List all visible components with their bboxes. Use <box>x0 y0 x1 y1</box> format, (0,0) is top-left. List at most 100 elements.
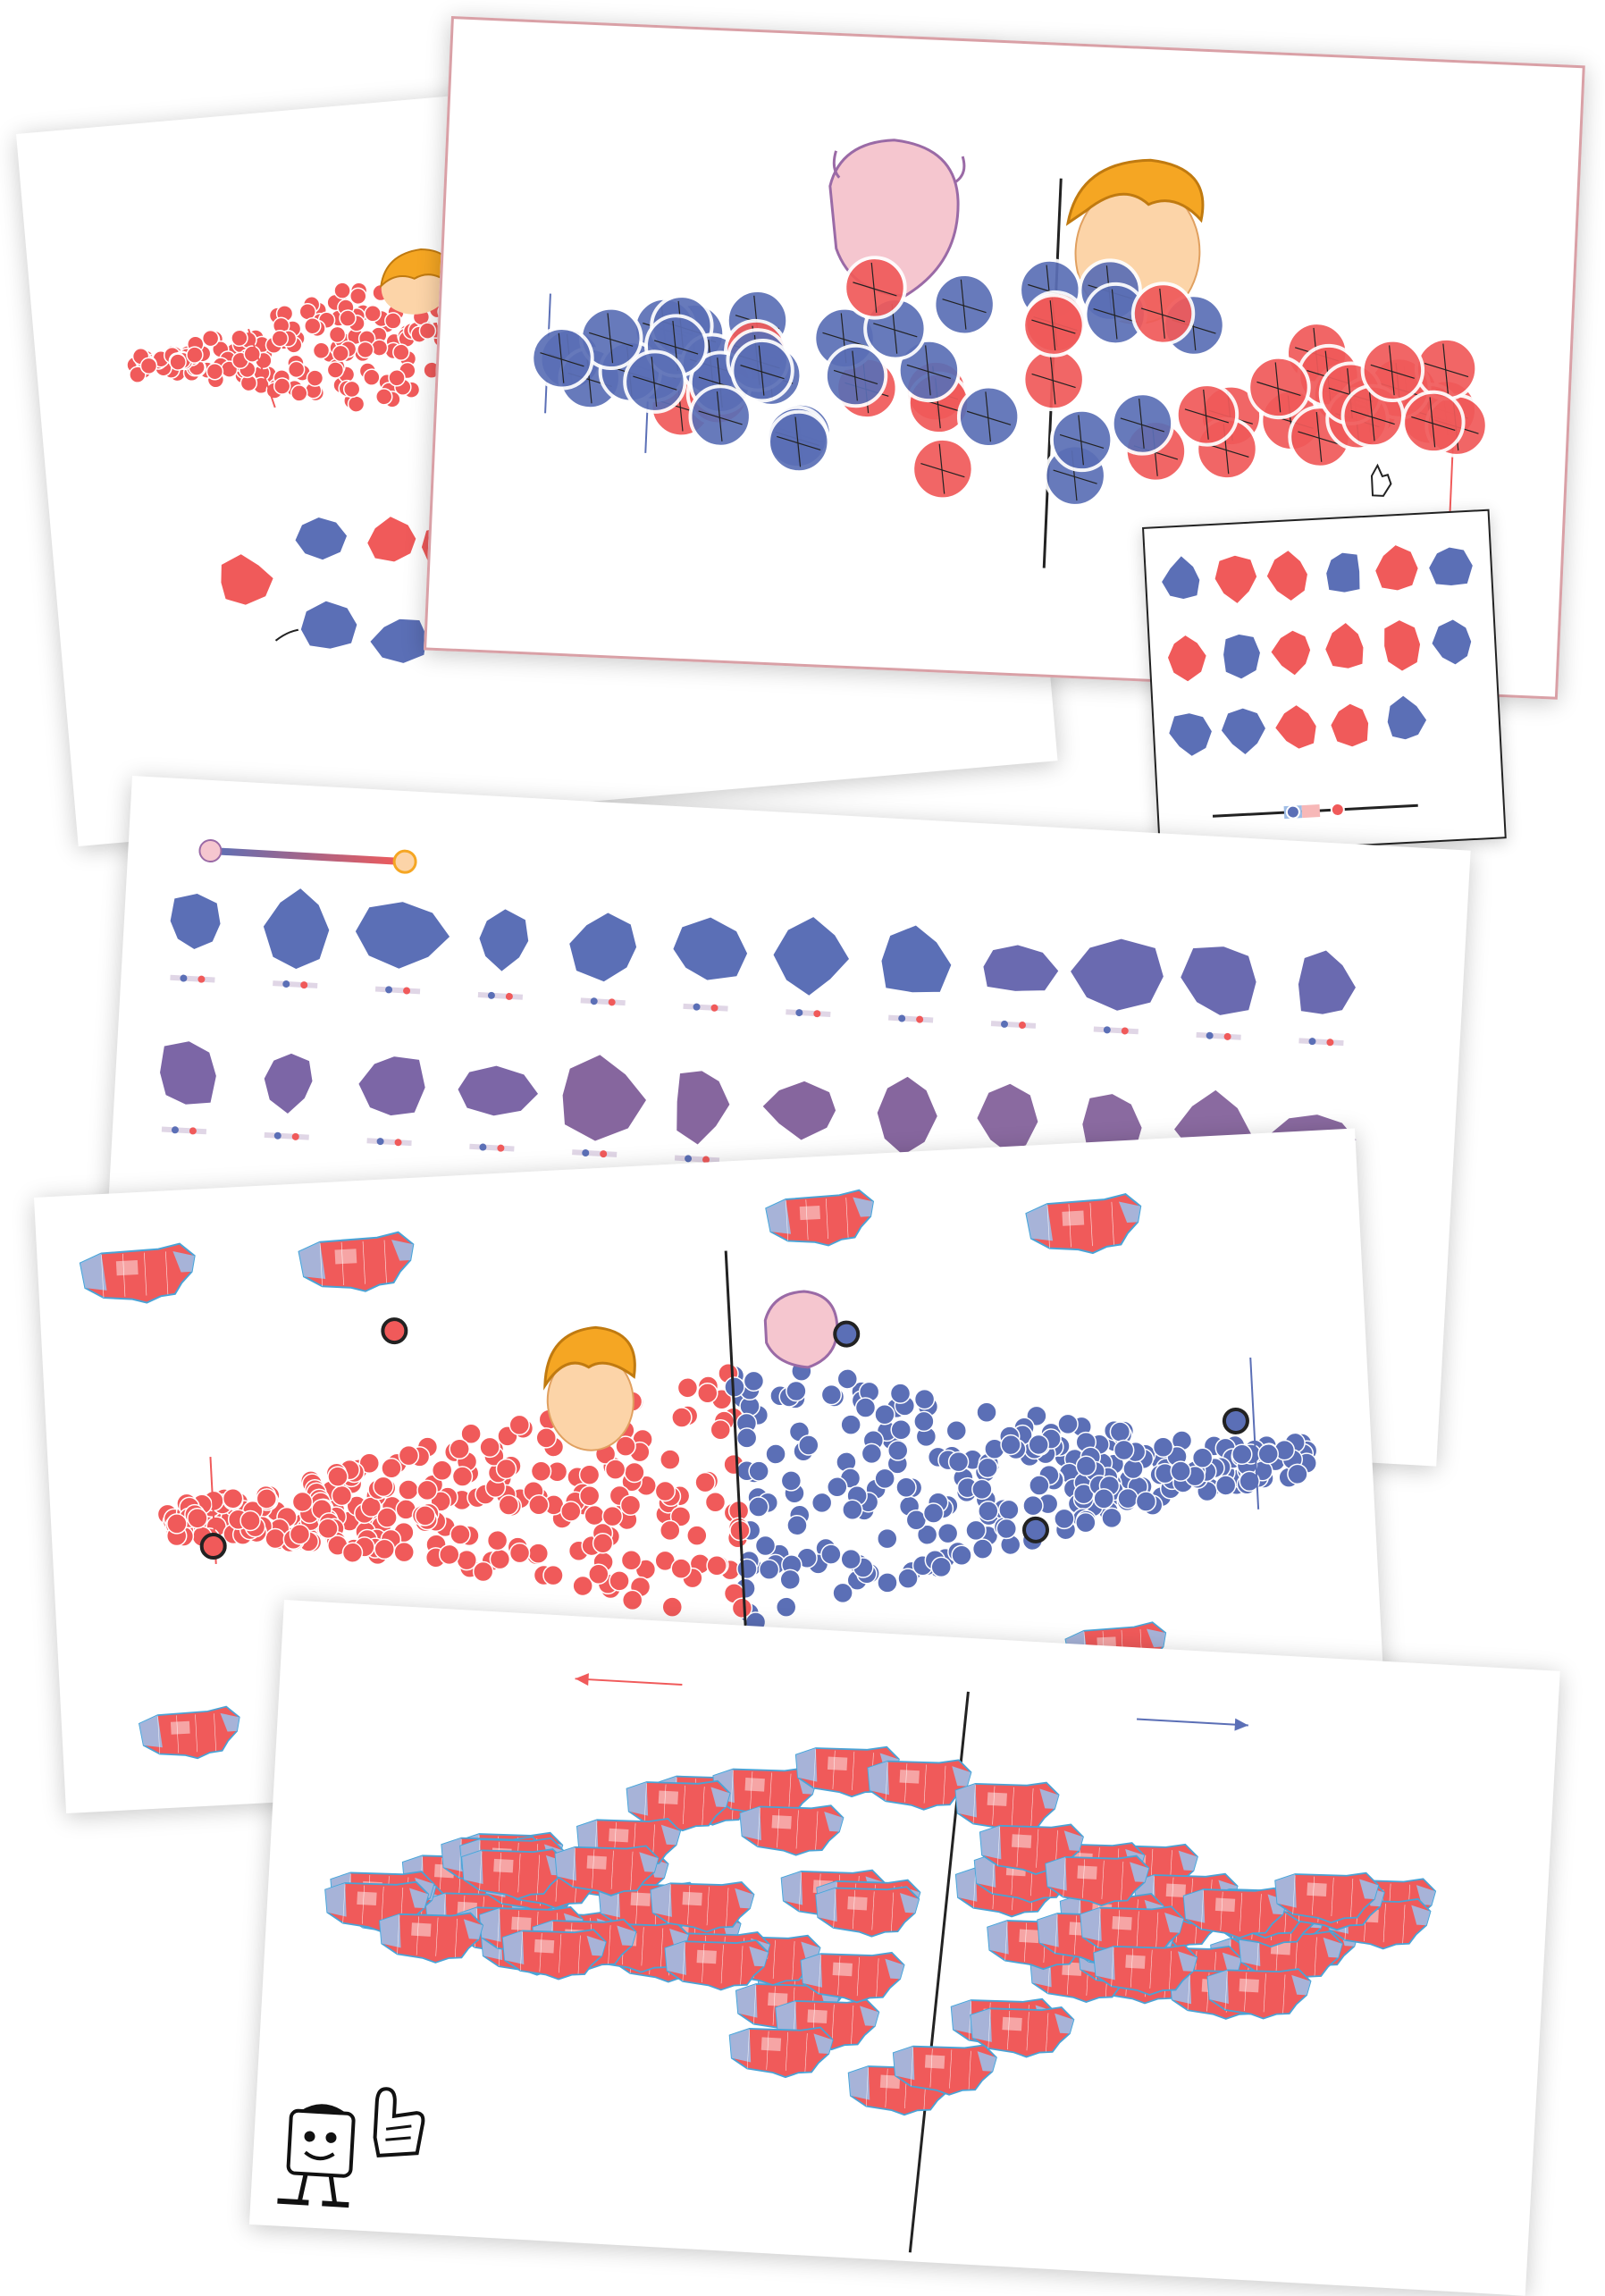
state-circles-graphic <box>530 139 1489 568</box>
tooltip-state-shape <box>1323 550 1363 595</box>
red-dot <box>206 362 224 381</box>
us-map-tile <box>867 1759 972 1811</box>
mini-scale-dot <box>1223 1032 1231 1040</box>
us-map-tile <box>739 1804 845 1856</box>
tooltip-state-shape <box>1384 692 1430 743</box>
mini-scale <box>580 997 626 1006</box>
us-map-tile <box>712 1767 818 1819</box>
state-shape <box>298 598 360 652</box>
foam-finger-icon <box>373 2087 425 2157</box>
swarm-dot <box>1022 1494 1044 1517</box>
swarm-dot <box>840 1414 861 1435</box>
swarm-dot <box>1057 1413 1079 1435</box>
state-shape <box>352 899 454 972</box>
mini-scale-dot <box>600 1150 608 1158</box>
swarm-dot <box>393 1541 415 1563</box>
tooltip-state-shape <box>1221 631 1264 682</box>
swarm-dot <box>890 1419 912 1441</box>
swarm-dot <box>1113 1439 1135 1461</box>
swarm-dot <box>854 1397 877 1418</box>
swarm-dot <box>609 1570 630 1592</box>
state-shape <box>476 905 532 975</box>
state-circle-swarm <box>530 256 1489 508</box>
mascot-map-character-icon <box>277 2104 356 2208</box>
trump-head-small <box>379 248 453 315</box>
state-shape <box>1295 947 1359 1017</box>
state-shape <box>260 885 332 972</box>
panel-dot-swarm-maps <box>34 1128 1388 1814</box>
swarm-dot <box>592 1532 614 1554</box>
red-dot <box>418 322 437 340</box>
swarm-dot <box>1170 1460 1191 1482</box>
swarm-dot <box>1028 1434 1049 1456</box>
red-dot <box>384 312 402 330</box>
swarm-dot <box>560 1501 582 1522</box>
mini-scale-dot <box>1308 1038 1316 1046</box>
red-dot <box>312 341 331 360</box>
swarm-dot <box>661 1596 684 1618</box>
state-circle <box>1130 282 1196 346</box>
swarm-dot <box>1093 1488 1114 1510</box>
red-dot <box>273 377 291 395</box>
swarm-dot <box>265 1527 286 1550</box>
state-shape <box>1177 944 1259 1019</box>
swarm-dot <box>998 1499 1020 1521</box>
swarm-dot <box>895 1476 917 1499</box>
swarm-dot <box>1109 1421 1131 1442</box>
state-shape <box>874 1073 941 1159</box>
us-map-tile <box>1274 1871 1380 1924</box>
axis-tick-blue <box>1249 1357 1260 1510</box>
state-shape <box>292 514 350 563</box>
swarm-dot <box>331 1484 353 1507</box>
swarm-dot <box>877 1527 898 1550</box>
tooltip-state-shape <box>1429 617 1475 668</box>
swarm-dot <box>1101 1507 1122 1529</box>
state-shape <box>1067 936 1167 1013</box>
mini-us-map <box>79 1242 196 1304</box>
mini-scale <box>683 1003 728 1012</box>
panel-state-circles <box>424 16 1585 700</box>
mini-scale-dot <box>1001 1020 1009 1028</box>
swarm-dot <box>528 1494 550 1516</box>
mini-us-map <box>298 1231 415 1292</box>
direction-arrow-right <box>1136 1718 1248 1731</box>
swarm-dot <box>508 1414 531 1436</box>
us-map-tile <box>379 1912 484 1964</box>
swarm-dot <box>724 1376 745 1398</box>
swarm-dot <box>341 1542 364 1563</box>
state-circle <box>932 273 996 337</box>
state-shape <box>770 913 853 999</box>
red-dot <box>392 343 410 361</box>
state-circle <box>956 384 1021 449</box>
swarm-dot <box>874 1468 895 1490</box>
mini-scale-dot <box>497 1144 505 1152</box>
mini-us-maps <box>79 1189 1167 1760</box>
swarm-dot <box>874 1403 895 1426</box>
state-circle <box>623 349 687 414</box>
tooltip-state-shape <box>1218 705 1269 758</box>
swarm-dot <box>508 1542 531 1564</box>
mini-scale-dot <box>916 1015 924 1023</box>
red-dot <box>169 353 187 371</box>
tooltip-state-shape <box>1267 627 1314 679</box>
state-circle <box>1021 293 1086 357</box>
swarm-dot <box>489 1548 511 1570</box>
swarm-dot <box>916 1524 938 1545</box>
swarm-dot <box>670 1558 692 1579</box>
swarm-dot <box>1152 1436 1174 1459</box>
dot-swarm-graphic <box>79 1189 1318 1760</box>
mini-scale-dot <box>197 975 206 983</box>
red-dot <box>201 329 220 348</box>
highlighted-dot <box>1021 1516 1049 1543</box>
us-map-tile <box>1093 1944 1198 1996</box>
mini-scale <box>572 1149 618 1157</box>
mini-scale <box>273 980 318 988</box>
swarm-dot <box>449 1438 470 1460</box>
direction-arrow-left <box>575 1673 683 1686</box>
swarm-dot <box>398 1444 420 1467</box>
red-dot <box>342 380 361 399</box>
state-shape <box>878 922 954 996</box>
red-dot <box>287 360 306 379</box>
us-map-tile <box>1206 1968 1312 2020</box>
mini-scale-dot <box>693 1003 701 1011</box>
